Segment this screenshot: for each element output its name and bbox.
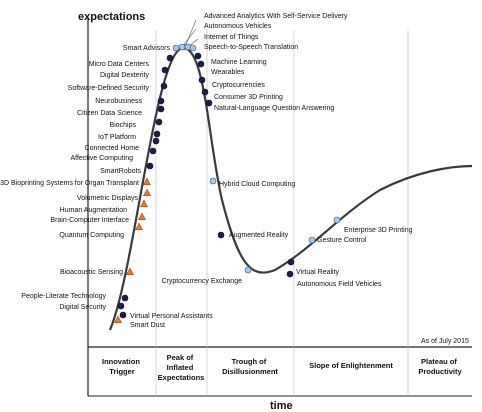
- marker-virtual-reality: [287, 258, 295, 266]
- marker-human-augmentation: [139, 199, 149, 208]
- marker-quantum-computing: [134, 222, 144, 231]
- marker-brain-computer-interface: [137, 212, 147, 221]
- label-machine-learning: Machine Learning: [211, 59, 267, 66]
- marker-gesture-control: [308, 236, 316, 244]
- marker-citizen-data-science: [157, 105, 165, 113]
- marker-3d-bioprinting-systems-for-organ-transplant: [142, 177, 152, 186]
- as-of-note: As of July 2015: [421, 338, 469, 345]
- marker-iot-platform: [153, 130, 161, 138]
- label-citizen-data-science: Citizen Data Science: [77, 110, 142, 117]
- label-bioacoustic-sensing: Bioacoustic Sensing: [60, 269, 123, 276]
- label-digital-dexterity: Digital Dexterity: [100, 72, 150, 79]
- marker-smartrobots: [146, 162, 154, 170]
- marker-wearables: [197, 60, 205, 68]
- label-natural-language-question-answering: Natural-Language Question Answering: [214, 105, 334, 112]
- hype-curve: [108, 46, 473, 331]
- marker-micro-data-centers: [166, 54, 174, 62]
- label-wearables: Wearables: [211, 69, 245, 76]
- y-axis-label: expectations: [78, 11, 145, 23]
- marker-smart-dust: [113, 315, 123, 324]
- label-smartrobots: SmartRobots: [100, 168, 141, 175]
- label-augmented-reality: Augmented Reality: [229, 232, 289, 239]
- label-neurobusiness: Neurobusiness: [95, 98, 142, 105]
- label-software-defined-security: Software-Defined Security: [68, 85, 150, 92]
- label-smart-advisors: Smart Advisors: [123, 45, 171, 52]
- label-connected-home: Connected Home: [85, 145, 140, 152]
- label-hybrid-cloud-computing: Hybrid Cloud Computing: [219, 181, 295, 188]
- label-digital-security: Digital Security: [59, 304, 106, 311]
- label-biochips: Biochips: [110, 122, 137, 129]
- marker-digital-dexterity: [161, 66, 169, 74]
- label-affective-computing: Affective Computing: [70, 155, 133, 162]
- marker-digital-security: [117, 302, 125, 310]
- label-virtual-personal-assistants: Virtual Personal Assistants: [130, 313, 213, 320]
- marker-people-literate-technology: [121, 294, 129, 302]
- marker-machine-learning: [194, 52, 202, 60]
- leader-line-advanced-analytics-with-self-service-delivery: [184, 19, 197, 48]
- label-speech-to-speech-translation: Speech-to-Speech Translation: [204, 44, 298, 51]
- marker-enterprise-3d-printing: [333, 216, 341, 224]
- marker-cryptocurrency-exchange: [244, 266, 252, 274]
- marker-affective-computing: [149, 147, 157, 155]
- phase-label-plateau: Plateau of Productivity: [418, 357, 462, 376]
- label-enterprise-3d-printing: Enterprise 3D Printing: [344, 227, 413, 234]
- label-cryptocurrency-exchange: Cryptocurrency Exchange: [161, 278, 242, 285]
- marker-bioacoustic-sensing: [125, 267, 135, 276]
- label-advanced-analytics-with-self-service-delivery: Advanced Analytics With Self-Service Del…: [204, 13, 348, 20]
- marker-smart-advisors: [172, 44, 180, 52]
- marker-connected-home: [152, 137, 160, 145]
- label-micro-data-centers: Micro Data Centers: [89, 61, 150, 68]
- label-human-augmentation: Human Augmentation: [60, 207, 127, 214]
- label-quantum-computing: Quantum Computing: [59, 232, 124, 239]
- label-virtual-reality: Virtual Reality: [296, 269, 340, 276]
- label-gesture-control: Gesture Control: [317, 237, 367, 244]
- label-volumetric-displays: Volumetric Displays: [77, 195, 139, 202]
- phase-label-peak: Peak of Inflated Expectations: [158, 353, 205, 382]
- label-brain-computer-interface: Brain-Computer Interface: [50, 217, 129, 224]
- label-autonomous-field-vehicles: Autonomous Field Vehicles: [297, 281, 382, 288]
- marker-cryptocurrencies: [198, 76, 206, 84]
- label-consumer-3d-printing: Consumer 3D Printing: [214, 94, 283, 101]
- label-people-literate-technology: People-Literate Technology: [21, 293, 106, 300]
- phase-label-slope: Slope of Enlightenment: [309, 361, 393, 370]
- marker-volumetric-displays: [142, 188, 152, 197]
- label-3d-bioprinting-systems-for-organ-transplant: 3D Bioprinting Systems for Organ Transpl…: [0, 180, 139, 187]
- marker-autonomous-vehicles: [178, 43, 186, 51]
- label-internet-of-things: Internet of Things: [204, 34, 259, 41]
- marker-natural-language-question-answering: [205, 99, 213, 107]
- marker-autonomous-field-vehicles: [286, 270, 294, 278]
- label-iot-platform: IoT Platform: [98, 134, 136, 141]
- technology-markers: [113, 43, 341, 324]
- phase-label-trough: Trough of Disillusionment: [222, 357, 278, 376]
- marker-software-defined-security: [160, 82, 168, 90]
- phase-label-innovation-trigger: Innovation Trigger: [102, 357, 142, 376]
- marker-biochips: [155, 118, 163, 126]
- technology-labels: Advanced Analytics With Self-Service Del…: [0, 13, 412, 329]
- x-axis-label: time: [270, 400, 293, 412]
- label-smart-dust: Smart Dust: [130, 322, 165, 329]
- marker-hybrid-cloud-computing: [209, 177, 217, 185]
- label-cryptocurrencies: Cryptocurrencies: [212, 82, 265, 89]
- marker-neurobusiness: [157, 97, 165, 105]
- leader-lines: [181, 19, 199, 48]
- marker-augmented-reality: [217, 231, 225, 239]
- marker-virtual-personal-assistants: [119, 311, 127, 319]
- marker-consumer-3d-printing: [201, 88, 209, 96]
- marker-speech-to-speech-translation: [189, 44, 197, 52]
- label-autonomous-vehicles: Autonomous Vehicles: [204, 23, 272, 30]
